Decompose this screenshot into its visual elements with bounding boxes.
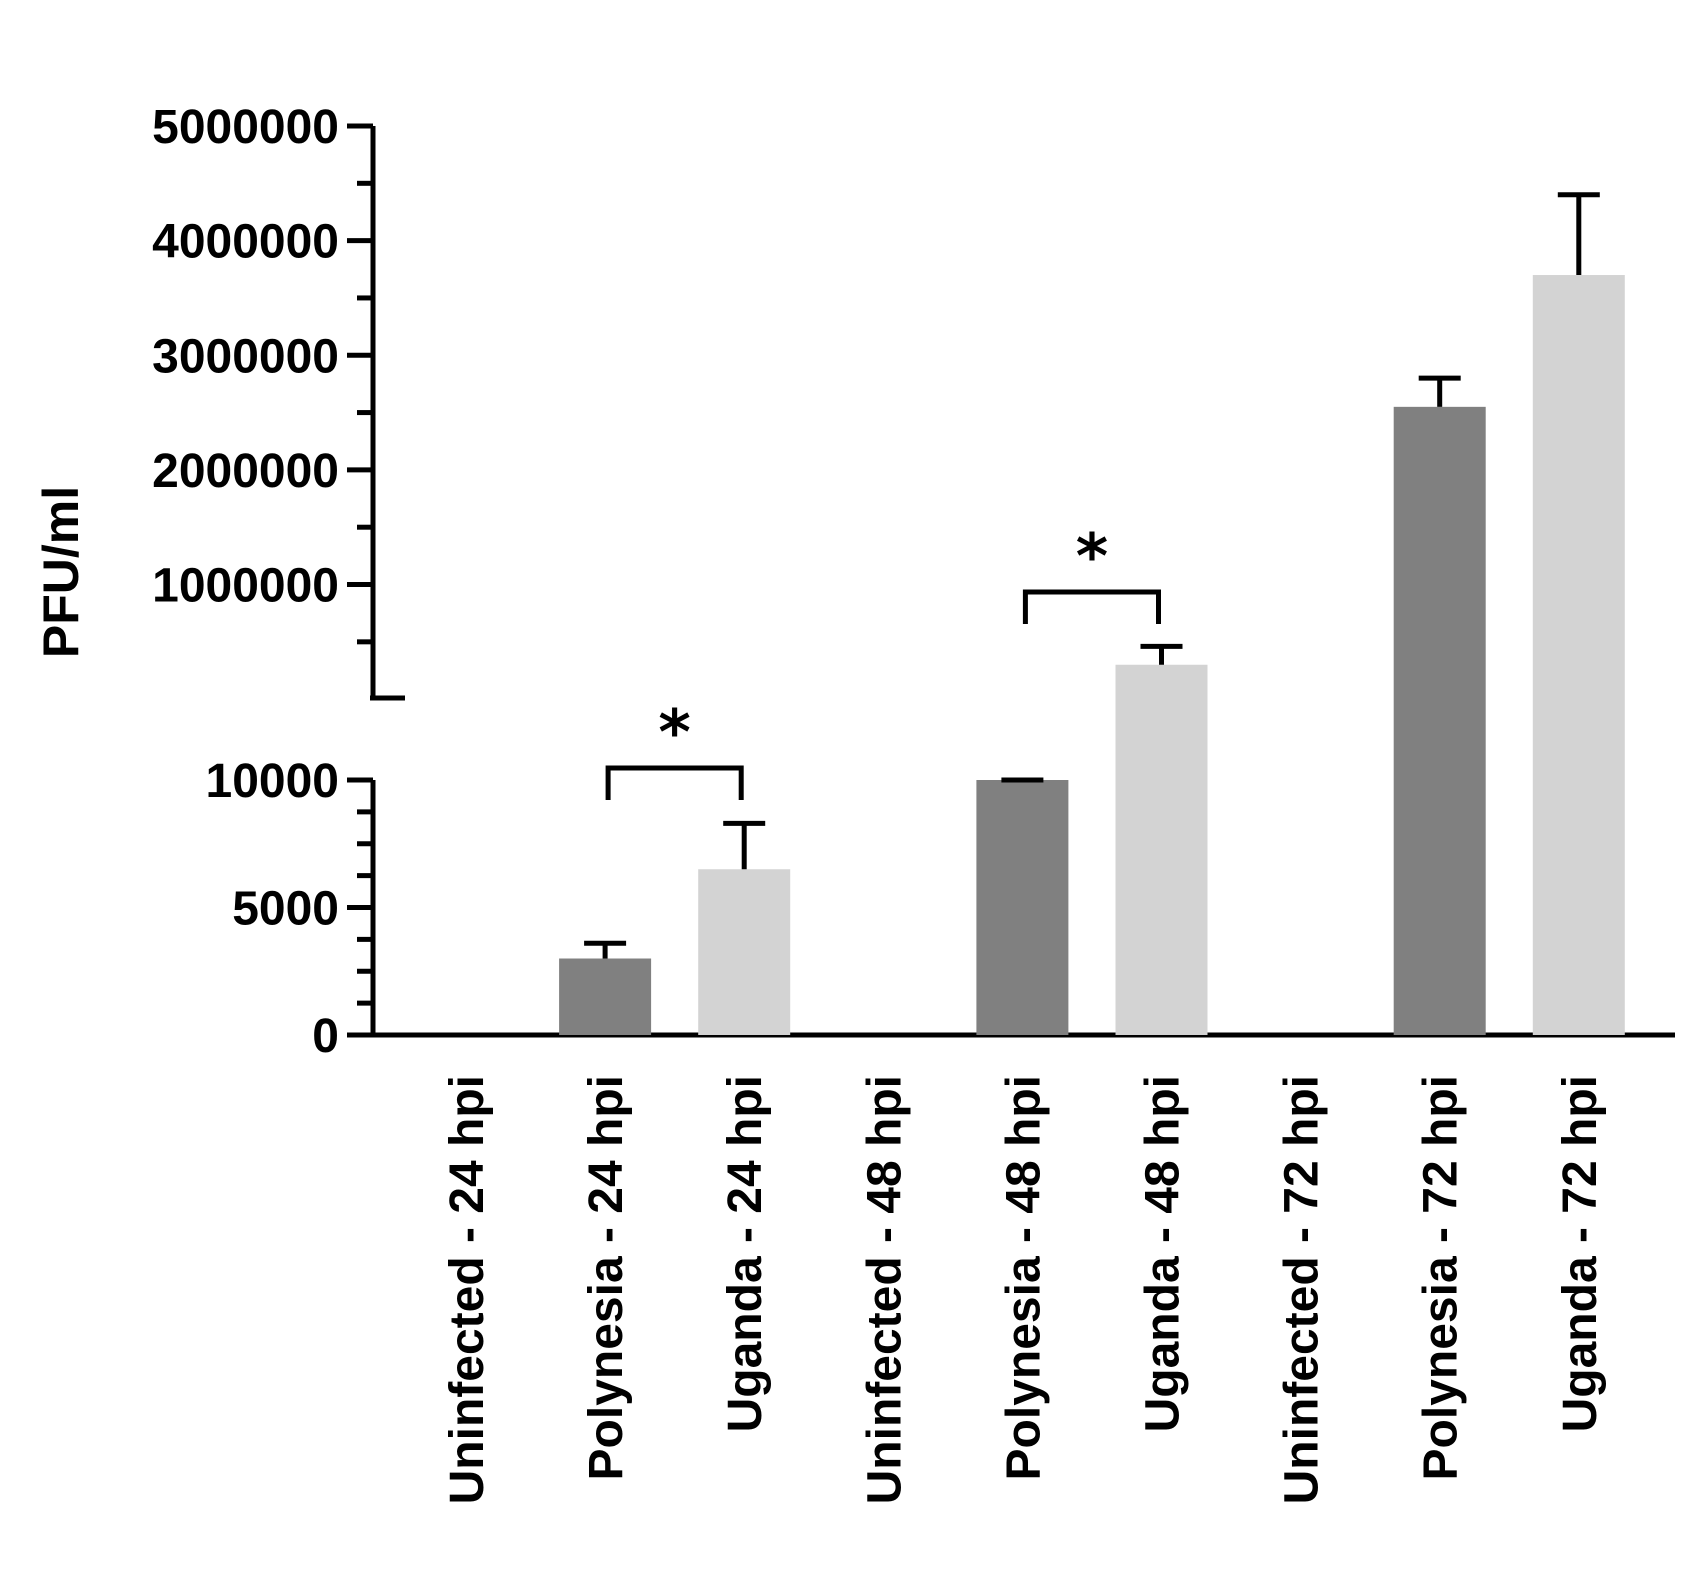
y-tick-label: 3000000 <box>152 330 339 383</box>
y-tick-label: 5000000 <box>152 101 339 154</box>
x-category-label: Polynesia - 48 hpi <box>997 1075 1050 1480</box>
y-tick-label: 10000 <box>206 755 339 808</box>
labels: 0 5000 10000 1000000 2000000 3000000 4000000 50… <box>33 101 1607 1504</box>
bar <box>559 958 652 1035</box>
y-axis-title: PFU/ml <box>33 486 89 658</box>
y-tick-label: 2000000 <box>152 445 339 498</box>
significance-bracket <box>605 765 744 800</box>
bars <box>559 275 1625 1035</box>
y-tick-label: 4000000 <box>152 216 339 269</box>
x-category-label: Uninfected - 72 hpi <box>1276 1075 1329 1504</box>
bar <box>698 869 791 1035</box>
significance-label: * <box>1076 520 1108 593</box>
x-category-label: Uganda - 24 hpi <box>719 1075 772 1432</box>
x-category-label: Uganda - 72 hpi <box>1554 1075 1607 1432</box>
bar <box>976 780 1069 1035</box>
significance-bracket <box>1022 589 1161 624</box>
y-tick-label: 1000000 <box>152 560 339 613</box>
bar <box>1393 406 1486 1035</box>
significance-brackets: ** <box>605 520 1161 800</box>
x-category-label: Uninfected - 24 hpi <box>441 1075 494 1504</box>
y-tick-label: 0 <box>312 1010 339 1063</box>
bar <box>1532 275 1625 1035</box>
significance-label: * <box>658 696 690 769</box>
y-tick-label: 5000 <box>232 883 339 936</box>
x-category-label: Uganda - 48 hpi <box>1137 1075 1190 1432</box>
x-category-label: Polynesia - 24 hpi <box>580 1075 633 1480</box>
bar <box>1115 664 1208 1035</box>
x-category-label: Polynesia - 72 hpi <box>1415 1075 1468 1480</box>
error-bars <box>584 192 1600 959</box>
x-category-label: Uninfected - 48 hpi <box>858 1075 911 1504</box>
